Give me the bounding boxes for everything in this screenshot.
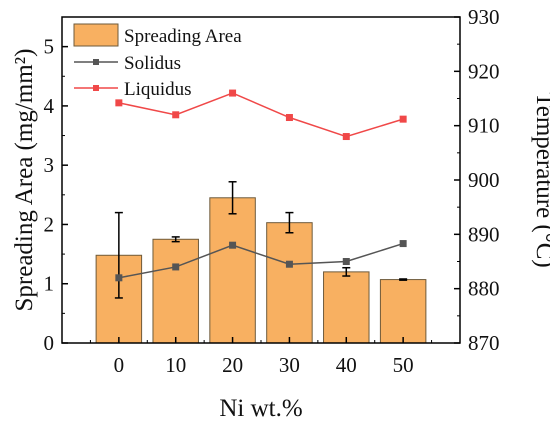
point-liquidus-50 xyxy=(399,115,407,123)
legend-label-solidus: Solidus xyxy=(124,53,181,74)
x-tick-label-10: 10 xyxy=(165,353,186,377)
legend: Spreading Area Solidus Liquidus xyxy=(73,23,242,100)
point-solidus-40 xyxy=(342,258,350,265)
bar-20 xyxy=(209,197,256,344)
line-solidus xyxy=(118,242,404,279)
y2-tick-label-890: 890 xyxy=(468,222,500,246)
x-tick-label-50: 50 xyxy=(393,353,414,377)
x-tick-label-30: 30 xyxy=(279,353,300,377)
point-solidus-50 xyxy=(399,240,407,248)
point-liquidus-10 xyxy=(172,111,180,119)
bar-30 xyxy=(266,222,313,344)
axes-layer: 0 1 2 3 4 5 870 880 890 900 910 920 930 0 10 20 30 40 50 xyxy=(44,5,500,377)
x-axis-title: Ni wt.% xyxy=(219,395,302,422)
x-tick-label-40: 40 xyxy=(336,353,357,377)
bars-layer xyxy=(95,197,427,344)
line-liquidus xyxy=(118,92,404,138)
error-bars-layer xyxy=(114,181,408,299)
point-solidus-10 xyxy=(172,263,180,271)
legend-swatch-spreading-area xyxy=(73,23,119,47)
lines-layer xyxy=(115,89,407,282)
y2-tick-label-880: 880 xyxy=(468,277,500,301)
y2-tick-label-910: 910 xyxy=(468,114,500,138)
error-bar-40 xyxy=(342,266,351,277)
legend-marker-solidus xyxy=(93,59,99,65)
y-tick-label-1: 1 xyxy=(44,272,55,296)
y-tick-label-0: 0 xyxy=(44,331,55,355)
y2-tick-label-930: 930 xyxy=(468,5,500,29)
error-bar-30 xyxy=(285,211,294,234)
y2-axis-title: Temperature (°C) xyxy=(531,92,550,268)
y-tick-label-5: 5 xyxy=(44,35,55,59)
point-liquidus-0 xyxy=(115,99,123,107)
y2-tick-label-920: 920 xyxy=(468,59,500,83)
point-liquidus-30 xyxy=(285,114,293,122)
legend-marker-liquidus xyxy=(93,85,99,91)
bar-40 xyxy=(323,271,370,344)
y-tick-label-3: 3 xyxy=(44,153,55,177)
point-solidus-0 xyxy=(115,274,123,282)
error-bar-50 xyxy=(399,278,408,281)
point-liquidus-40 xyxy=(342,133,350,141)
legend-label-spreading-area: Spreading Area xyxy=(124,26,242,47)
point-solidus-20 xyxy=(229,241,237,249)
point-solidus-30 xyxy=(285,260,293,268)
y2-tick-label-870: 870 xyxy=(468,331,500,355)
error-bar-0 xyxy=(114,211,123,299)
legend-label-liquidus: Liquidus xyxy=(124,79,192,100)
error-bar-10 xyxy=(171,236,180,243)
bar-50 xyxy=(379,279,427,344)
y-axis-title: Spreading Area (mg/mm²) xyxy=(11,49,38,312)
y2-tick-label-900: 900 xyxy=(468,168,500,192)
x-tick-label-0: 0 xyxy=(114,353,125,377)
error-bar-20 xyxy=(228,181,237,215)
y-tick-label-4: 4 xyxy=(44,94,55,118)
bar-10 xyxy=(152,238,199,344)
x-tick-label-20: 20 xyxy=(222,353,243,377)
y-tick-label-2: 2 xyxy=(44,212,55,236)
point-liquidus-20 xyxy=(229,89,237,97)
